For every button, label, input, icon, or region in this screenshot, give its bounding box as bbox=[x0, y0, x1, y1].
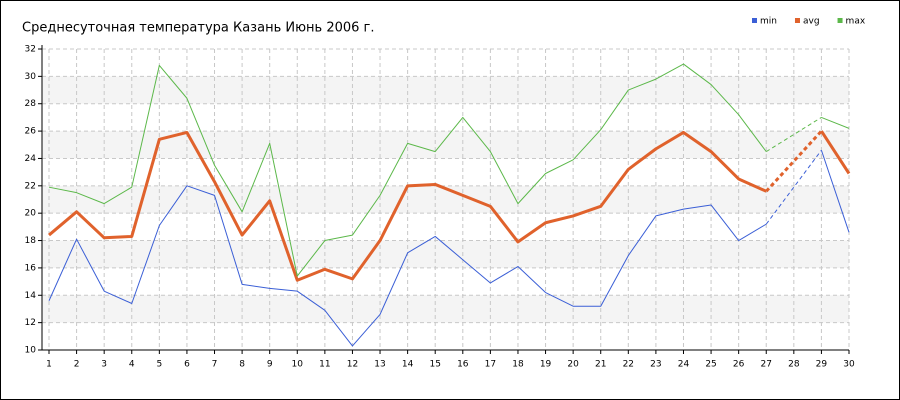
series-line bbox=[48, 130, 851, 282]
x-tick-label: 12 bbox=[347, 360, 358, 370]
series-line bbox=[48, 150, 850, 347]
x-tick-label: 6 bbox=[184, 360, 190, 370]
y-tick-label: 30 bbox=[25, 72, 37, 82]
x-tick-label: 7 bbox=[212, 360, 218, 370]
y-tick-label: 24 bbox=[25, 154, 37, 164]
x-tick-label: 15 bbox=[429, 360, 440, 370]
x-tick-label: 19 bbox=[540, 360, 552, 370]
legend-swatch bbox=[752, 18, 757, 23]
x-tick-label: 14 bbox=[402, 360, 414, 370]
x-tick-label: 22 bbox=[623, 360, 634, 370]
x-tick-label: 1 bbox=[46, 360, 52, 370]
x-tick-label: 26 bbox=[733, 360, 745, 370]
x-tick-label: 18 bbox=[512, 360, 524, 370]
x-tick-label: 24 bbox=[678, 360, 690, 370]
y-tick-label: 16 bbox=[25, 263, 37, 273]
y-tick-label: 32 bbox=[25, 45, 36, 55]
x-tick-label: 27 bbox=[761, 360, 772, 370]
x-tick-label: 11 bbox=[319, 360, 330, 370]
x-tick-label: 25 bbox=[705, 360, 716, 370]
x-tick-label: 10 bbox=[292, 360, 304, 370]
series-line bbox=[48, 63, 850, 277]
x-tick-label: 13 bbox=[374, 360, 385, 370]
x-tick-label: 4 bbox=[129, 360, 135, 370]
y-tick-label: 22 bbox=[25, 181, 36, 191]
x-tick-label: 8 bbox=[239, 360, 245, 370]
gap-bridge bbox=[765, 149, 822, 225]
x-tick-label: 9 bbox=[267, 360, 273, 370]
chart-title: Среднесуточная температура Казань Июнь 2… bbox=[22, 21, 375, 36]
y-tick-label: 10 bbox=[25, 346, 37, 356]
y-tick-label: 12 bbox=[25, 318, 36, 328]
x-tick-label: 5 bbox=[156, 360, 162, 370]
x-tick-label: 23 bbox=[650, 360, 661, 370]
x-tick-label: 30 bbox=[843, 360, 855, 370]
x-tick-label: 3 bbox=[101, 360, 107, 370]
x-tick-label: 28 bbox=[788, 360, 800, 370]
x-tick-label: 20 bbox=[567, 360, 579, 370]
legend-label: max bbox=[846, 17, 866, 27]
grid-band bbox=[42, 295, 849, 323]
grid-band bbox=[42, 131, 849, 159]
x-tick-label: 2 bbox=[74, 360, 80, 370]
x-tick-label: 17 bbox=[485, 360, 496, 370]
legend-swatch bbox=[837, 18, 843, 23]
x-tick-label: 16 bbox=[457, 360, 469, 370]
legend-swatch bbox=[794, 18, 800, 23]
y-tick-label: 28 bbox=[25, 99, 37, 109]
x-tick-label: 29 bbox=[816, 360, 828, 370]
y-tick-label: 20 bbox=[25, 209, 37, 219]
y-tick-label: 14 bbox=[25, 291, 37, 301]
y-tick-label: 26 bbox=[25, 127, 37, 137]
legend-label: avg bbox=[803, 17, 820, 27]
grid-band bbox=[42, 76, 849, 104]
y-tick-label: 18 bbox=[25, 236, 37, 246]
gap-bridge bbox=[765, 116, 822, 153]
legend-label: min bbox=[760, 17, 777, 27]
x-tick-label: 21 bbox=[595, 360, 606, 370]
